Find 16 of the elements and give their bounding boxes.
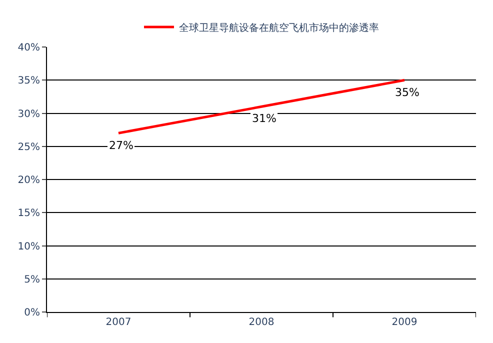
y-tick-label: 10% (18, 241, 40, 252)
x-tick-label: 2009 (392, 317, 418, 328)
x-tick-label: 2007 (106, 317, 132, 328)
data-label: 27% (109, 139, 134, 152)
data-label: 31% (252, 112, 276, 125)
y-tick-label: 40% (18, 42, 40, 54)
y-tick-label: 15% (18, 208, 40, 220)
y-tick-label: 20% (18, 175, 40, 186)
legend-label: 全球卫星导航设备在航空飞机市场中的渗透率 (179, 22, 379, 34)
x-tick-label: 2008 (248, 317, 274, 328)
y-tick-label: 0% (24, 308, 40, 318)
data-label: 35% (395, 86, 420, 99)
y-tick-label: 5% (24, 274, 40, 286)
y-tick-label: 35% (18, 76, 40, 87)
y-tick-label: 30% (18, 108, 40, 120)
y-tick-label: 25% (18, 142, 40, 153)
